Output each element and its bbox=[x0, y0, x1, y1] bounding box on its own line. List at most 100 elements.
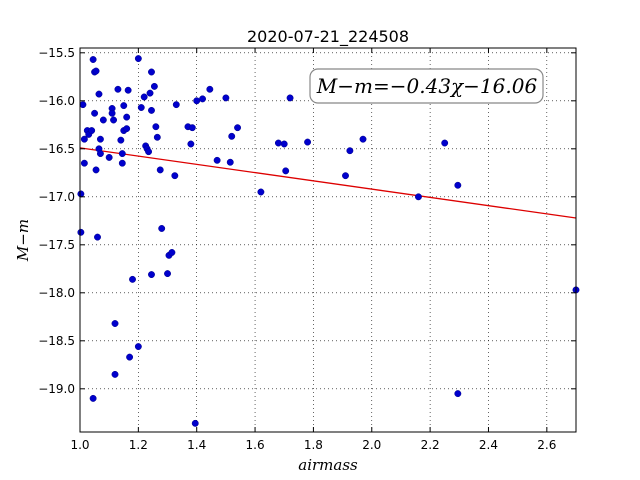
annotation-box bbox=[309, 68, 544, 104]
data-point bbox=[257, 188, 265, 196]
x-tick-label: 2.2 bbox=[421, 438, 440, 452]
y-tick-label: −19.0 bbox=[38, 382, 75, 396]
data-point bbox=[120, 102, 128, 110]
data-point bbox=[118, 150, 126, 158]
data-point bbox=[148, 68, 155, 76]
data-point bbox=[454, 390, 462, 398]
data-point bbox=[164, 270, 171, 278]
x-tick-label: 1.6 bbox=[246, 438, 265, 452]
data-point bbox=[123, 113, 131, 121]
x-axis-label: airmass bbox=[298, 456, 358, 474]
data-point bbox=[108, 109, 116, 117]
chart-title: 2020-07-21_224508 bbox=[247, 27, 409, 47]
data-point bbox=[94, 233, 101, 241]
data-point bbox=[140, 93, 148, 101]
x-tick-label: 1.4 bbox=[187, 438, 206, 452]
x-tick-label: 1.2 bbox=[129, 438, 148, 452]
data-point bbox=[359, 135, 367, 143]
data-point bbox=[92, 166, 100, 174]
data-point bbox=[80, 159, 88, 167]
data-point bbox=[89, 394, 97, 402]
data-point bbox=[117, 136, 125, 144]
data-point bbox=[286, 94, 294, 102]
data-point bbox=[158, 225, 166, 232]
data-point bbox=[134, 343, 142, 351]
data-point bbox=[77, 228, 85, 236]
y-tick-label: −17.5 bbox=[38, 238, 75, 252]
data-point bbox=[91, 109, 99, 117]
y-tick-label: −18.0 bbox=[38, 286, 75, 300]
data-point bbox=[111, 370, 119, 378]
data-point bbox=[96, 150, 104, 158]
data-point bbox=[342, 172, 349, 180]
y-tick-label: −16.0 bbox=[38, 94, 75, 108]
data-point bbox=[124, 86, 132, 94]
data-point bbox=[188, 124, 196, 132]
axis-ticks: 1.0 1.2 1.4 1.6 1.8 2.0 2.2 2.4 2.6 −15.5 −16.0 −16… bbox=[38, 46, 576, 452]
data-point bbox=[199, 95, 206, 103]
x-tick-label: 2.0 bbox=[362, 438, 381, 452]
data-point bbox=[118, 159, 126, 167]
y-tick-label: −15.5 bbox=[38, 46, 75, 60]
data-point bbox=[191, 419, 199, 427]
data-point bbox=[213, 156, 221, 164]
data-point bbox=[114, 85, 122, 93]
data-points bbox=[77, 55, 580, 427]
data-point bbox=[88, 127, 96, 135]
x-tick-label: 1.8 bbox=[304, 438, 323, 452]
data-point bbox=[148, 271, 155, 279]
data-point bbox=[172, 101, 180, 109]
data-point bbox=[111, 320, 119, 327]
data-point bbox=[234, 124, 242, 132]
data-point bbox=[414, 193, 422, 201]
data-point bbox=[80, 135, 88, 143]
x-tick-label: 2.6 bbox=[537, 438, 556, 452]
data-point bbox=[222, 94, 230, 102]
data-point bbox=[92, 67, 100, 75]
data-point bbox=[274, 139, 282, 147]
y-axis-label: M−m bbox=[14, 219, 32, 262]
data-point bbox=[228, 132, 236, 140]
y-tick-label: −16.5 bbox=[38, 142, 75, 156]
data-point bbox=[153, 133, 161, 141]
data-point bbox=[145, 148, 153, 156]
data-point bbox=[79, 101, 87, 109]
annotation-text: M−m=−0.43χ−16.06 bbox=[316, 74, 538, 98]
data-point bbox=[123, 125, 131, 133]
data-point bbox=[129, 275, 136, 283]
data-point bbox=[441, 139, 449, 147]
data-point bbox=[171, 172, 179, 180]
data-point bbox=[280, 140, 288, 148]
data-point bbox=[454, 181, 462, 189]
data-point bbox=[110, 116, 118, 124]
data-point bbox=[96, 135, 104, 143]
data-point bbox=[150, 82, 158, 90]
data-point bbox=[206, 85, 214, 93]
data-point bbox=[89, 56, 97, 63]
data-point bbox=[226, 158, 234, 166]
data-point bbox=[156, 166, 164, 174]
data-point bbox=[304, 138, 312, 146]
y-tick-label: −17.0 bbox=[38, 190, 75, 204]
data-point bbox=[137, 104, 145, 111]
equation-annotation: M−m=−0.43χ−16.06 bbox=[309, 68, 544, 104]
fit-line bbox=[79, 147, 577, 219]
data-point bbox=[346, 147, 354, 155]
data-point bbox=[148, 106, 155, 114]
data-point bbox=[77, 190, 85, 198]
plot-frame bbox=[79, 47, 577, 433]
data-point bbox=[282, 167, 290, 175]
y-tick-label: −18.5 bbox=[38, 334, 75, 348]
data-point bbox=[134, 55, 142, 63]
x-tick-label: 1.0 bbox=[70, 438, 89, 452]
data-point bbox=[187, 140, 195, 148]
fit-line-group bbox=[79, 147, 577, 219]
data-point bbox=[126, 353, 134, 361]
x-tick-label: 2.4 bbox=[479, 438, 498, 452]
data-point bbox=[152, 123, 160, 131]
data-point bbox=[95, 90, 103, 98]
data-point bbox=[193, 97, 201, 105]
data-point bbox=[99, 116, 107, 124]
data-point bbox=[146, 89, 154, 97]
